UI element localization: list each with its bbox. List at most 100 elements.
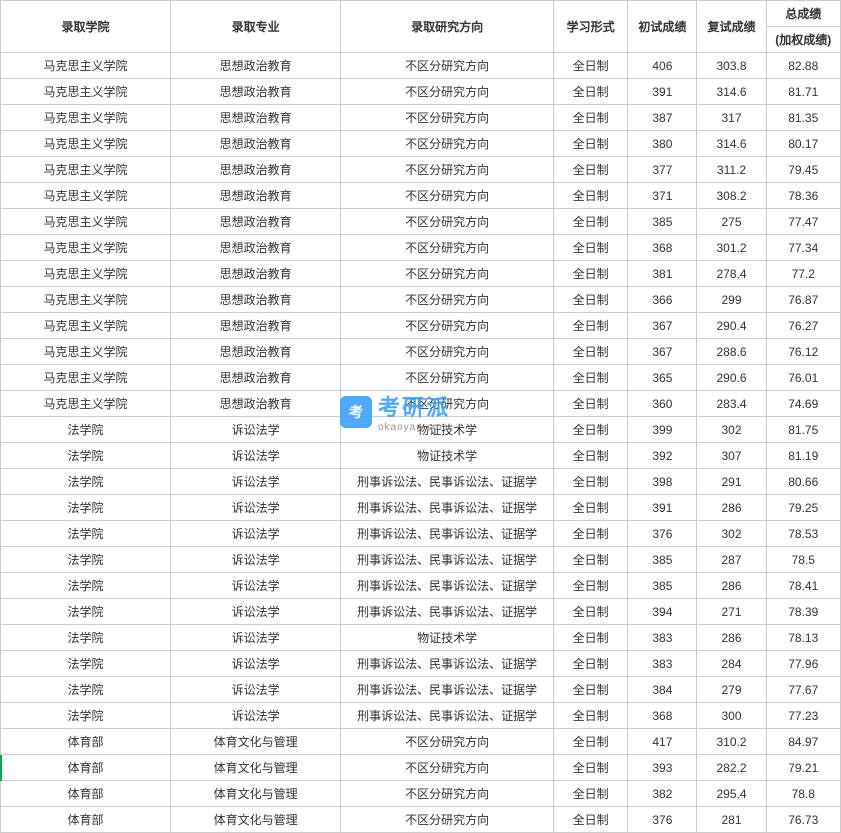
- table-cell: 77.96: [766, 651, 840, 677]
- table-row: 法学院诉讼法学刑事诉讼法、民事诉讼法、证据学全日制36830077.23: [1, 703, 841, 729]
- table-cell: 74.69: [766, 391, 840, 417]
- table-cell: 302: [697, 521, 766, 547]
- table-cell: 367: [628, 313, 697, 339]
- table-cell: 385: [628, 547, 697, 573]
- table-cell: 385: [628, 209, 697, 235]
- table-cell: 不区分研究方向: [341, 755, 554, 781]
- table-cell: 392: [628, 443, 697, 469]
- table-row: 法学院诉讼法学物证技术学全日制39930281.75: [1, 417, 841, 443]
- table-cell: 不区分研究方向: [341, 313, 554, 339]
- table-cell: 77.67: [766, 677, 840, 703]
- table-row: 法学院诉讼法学物证技术学全日制38328678.13: [1, 625, 841, 651]
- table-cell: 诉讼法学: [171, 495, 341, 521]
- table-row: 体育部体育文化与管理不区分研究方向全日制417310.284.97: [1, 729, 841, 755]
- table-cell: 思想政治教育: [171, 157, 341, 183]
- table-cell: 377: [628, 157, 697, 183]
- table-cell: 不区分研究方向: [341, 365, 554, 391]
- table-cell: 不区分研究方向: [341, 105, 554, 131]
- table-cell: 79.21: [766, 755, 840, 781]
- table-cell: 314.6: [697, 79, 766, 105]
- table-cell: 383: [628, 651, 697, 677]
- table-cell: 393: [628, 755, 697, 781]
- table-row: 马克思主义学院思想政治教育不区分研究方向全日制380314.680.17: [1, 131, 841, 157]
- table-cell: 不区分研究方向: [341, 287, 554, 313]
- table-cell: 77.34: [766, 235, 840, 261]
- table-cell: 全日制: [553, 807, 627, 833]
- table-cell: 全日制: [553, 729, 627, 755]
- table-cell: 全日制: [553, 521, 627, 547]
- table-row: 马克思主义学院思想政治教育不区分研究方向全日制381278.477.2: [1, 261, 841, 287]
- table-cell: 刑事诉讼法、民事诉讼法、证据学: [341, 547, 554, 573]
- table-cell: 思想政治教育: [171, 105, 341, 131]
- table-row: 马克思主义学院思想政治教育不区分研究方向全日制38731781.35: [1, 105, 841, 131]
- table-cell: 81.75: [766, 417, 840, 443]
- table-cell: 78.5: [766, 547, 840, 573]
- table-cell: 376: [628, 521, 697, 547]
- table-body: 马克思主义学院思想政治教育不区分研究方向全日制406303.882.88 马克思主…: [1, 53, 841, 833]
- table-cell: 不区分研究方向: [341, 781, 554, 807]
- table-cell: 366: [628, 287, 697, 313]
- table-row: 法学院诉讼法学刑事诉讼法、民事诉讼法、证据学全日制37630278.53: [1, 521, 841, 547]
- table-cell: 马克思主义学院: [1, 157, 171, 183]
- header-score1: 初试成绩: [628, 1, 697, 53]
- table-cell: 马克思主义学院: [1, 391, 171, 417]
- table-cell: 马克思主义学院: [1, 261, 171, 287]
- table-cell: 全日制: [553, 261, 627, 287]
- table-cell: 全日制: [553, 287, 627, 313]
- table-cell: 思想政治教育: [171, 79, 341, 105]
- table-cell: 不区分研究方向: [341, 183, 554, 209]
- table-cell: 380: [628, 131, 697, 157]
- table-cell: 不区分研究方向: [341, 157, 554, 183]
- table-cell: 301.2: [697, 235, 766, 261]
- table-row: 法学院诉讼法学刑事诉讼法、民事诉讼法、证据学全日制38427977.67: [1, 677, 841, 703]
- table-row: 马克思主义学院思想政治教育不区分研究方向全日制406303.882.88: [1, 53, 841, 79]
- table-cell: 法学院: [1, 625, 171, 651]
- table-cell: 271: [697, 599, 766, 625]
- table-row: 马克思主义学院思想政治教育不区分研究方向全日制367288.676.12: [1, 339, 841, 365]
- table-cell: 76.73: [766, 807, 840, 833]
- table-cell: 全日制: [553, 703, 627, 729]
- table-row: 马克思主义学院思想政治教育不区分研究方向全日制360283.474.69: [1, 391, 841, 417]
- table-cell: 全日制: [553, 183, 627, 209]
- table-cell: 311.2: [697, 157, 766, 183]
- table-cell: 79.45: [766, 157, 840, 183]
- table-cell: 思想政治教育: [171, 53, 341, 79]
- table-cell: 全日制: [553, 677, 627, 703]
- table-header: 录取学院 录取专业 录取研究方向 学习形式 初试成绩 复试成绩 总成绩 (加权成…: [1, 1, 841, 53]
- table-cell: 刑事诉讼法、民事诉讼法、证据学: [341, 677, 554, 703]
- table-cell: 不区分研究方向: [341, 131, 554, 157]
- table-cell: 全日制: [553, 53, 627, 79]
- table-cell: 全日制: [553, 365, 627, 391]
- table-row: 马克思主义学院思想政治教育不区分研究方向全日制377311.279.45: [1, 157, 841, 183]
- header-score2: 复试成绩: [697, 1, 766, 53]
- table-cell: 马克思主义学院: [1, 183, 171, 209]
- table-cell: 80.17: [766, 131, 840, 157]
- table-cell: 马克思主义学院: [1, 339, 171, 365]
- table-cell: 78.41: [766, 573, 840, 599]
- table-cell: 278.4: [697, 261, 766, 287]
- table-cell: 81.35: [766, 105, 840, 131]
- table-cell: 马克思主义学院: [1, 235, 171, 261]
- table-cell: 全日制: [553, 131, 627, 157]
- table-cell: 76.01: [766, 365, 840, 391]
- table-cell: 诉讼法学: [171, 417, 341, 443]
- table-cell: 法学院: [1, 599, 171, 625]
- table-cell: 不区分研究方向: [341, 729, 554, 755]
- table-cell: 77.23: [766, 703, 840, 729]
- table-row: 法学院诉讼法学刑事诉讼法、民事诉讼法、证据学全日制39128679.25: [1, 495, 841, 521]
- table-cell: 法学院: [1, 495, 171, 521]
- table-row: 马克思主义学院思想政治教育不区分研究方向全日制368301.277.34: [1, 235, 841, 261]
- table-cell: 79.25: [766, 495, 840, 521]
- table-cell: 286: [697, 625, 766, 651]
- table-cell: 368: [628, 235, 697, 261]
- header-total-sub: (加权成绩): [766, 27, 840, 53]
- table-cell: 诉讼法学: [171, 547, 341, 573]
- table-cell: 80.66: [766, 469, 840, 495]
- table-cell: 全日制: [553, 755, 627, 781]
- table-cell: 275: [697, 209, 766, 235]
- table-cell: 77.47: [766, 209, 840, 235]
- table-cell: 全日制: [553, 313, 627, 339]
- table-cell: 刑事诉讼法、民事诉讼法、证据学: [341, 573, 554, 599]
- table-cell: 思想政治教育: [171, 209, 341, 235]
- green-edge-marker: [0, 755, 2, 781]
